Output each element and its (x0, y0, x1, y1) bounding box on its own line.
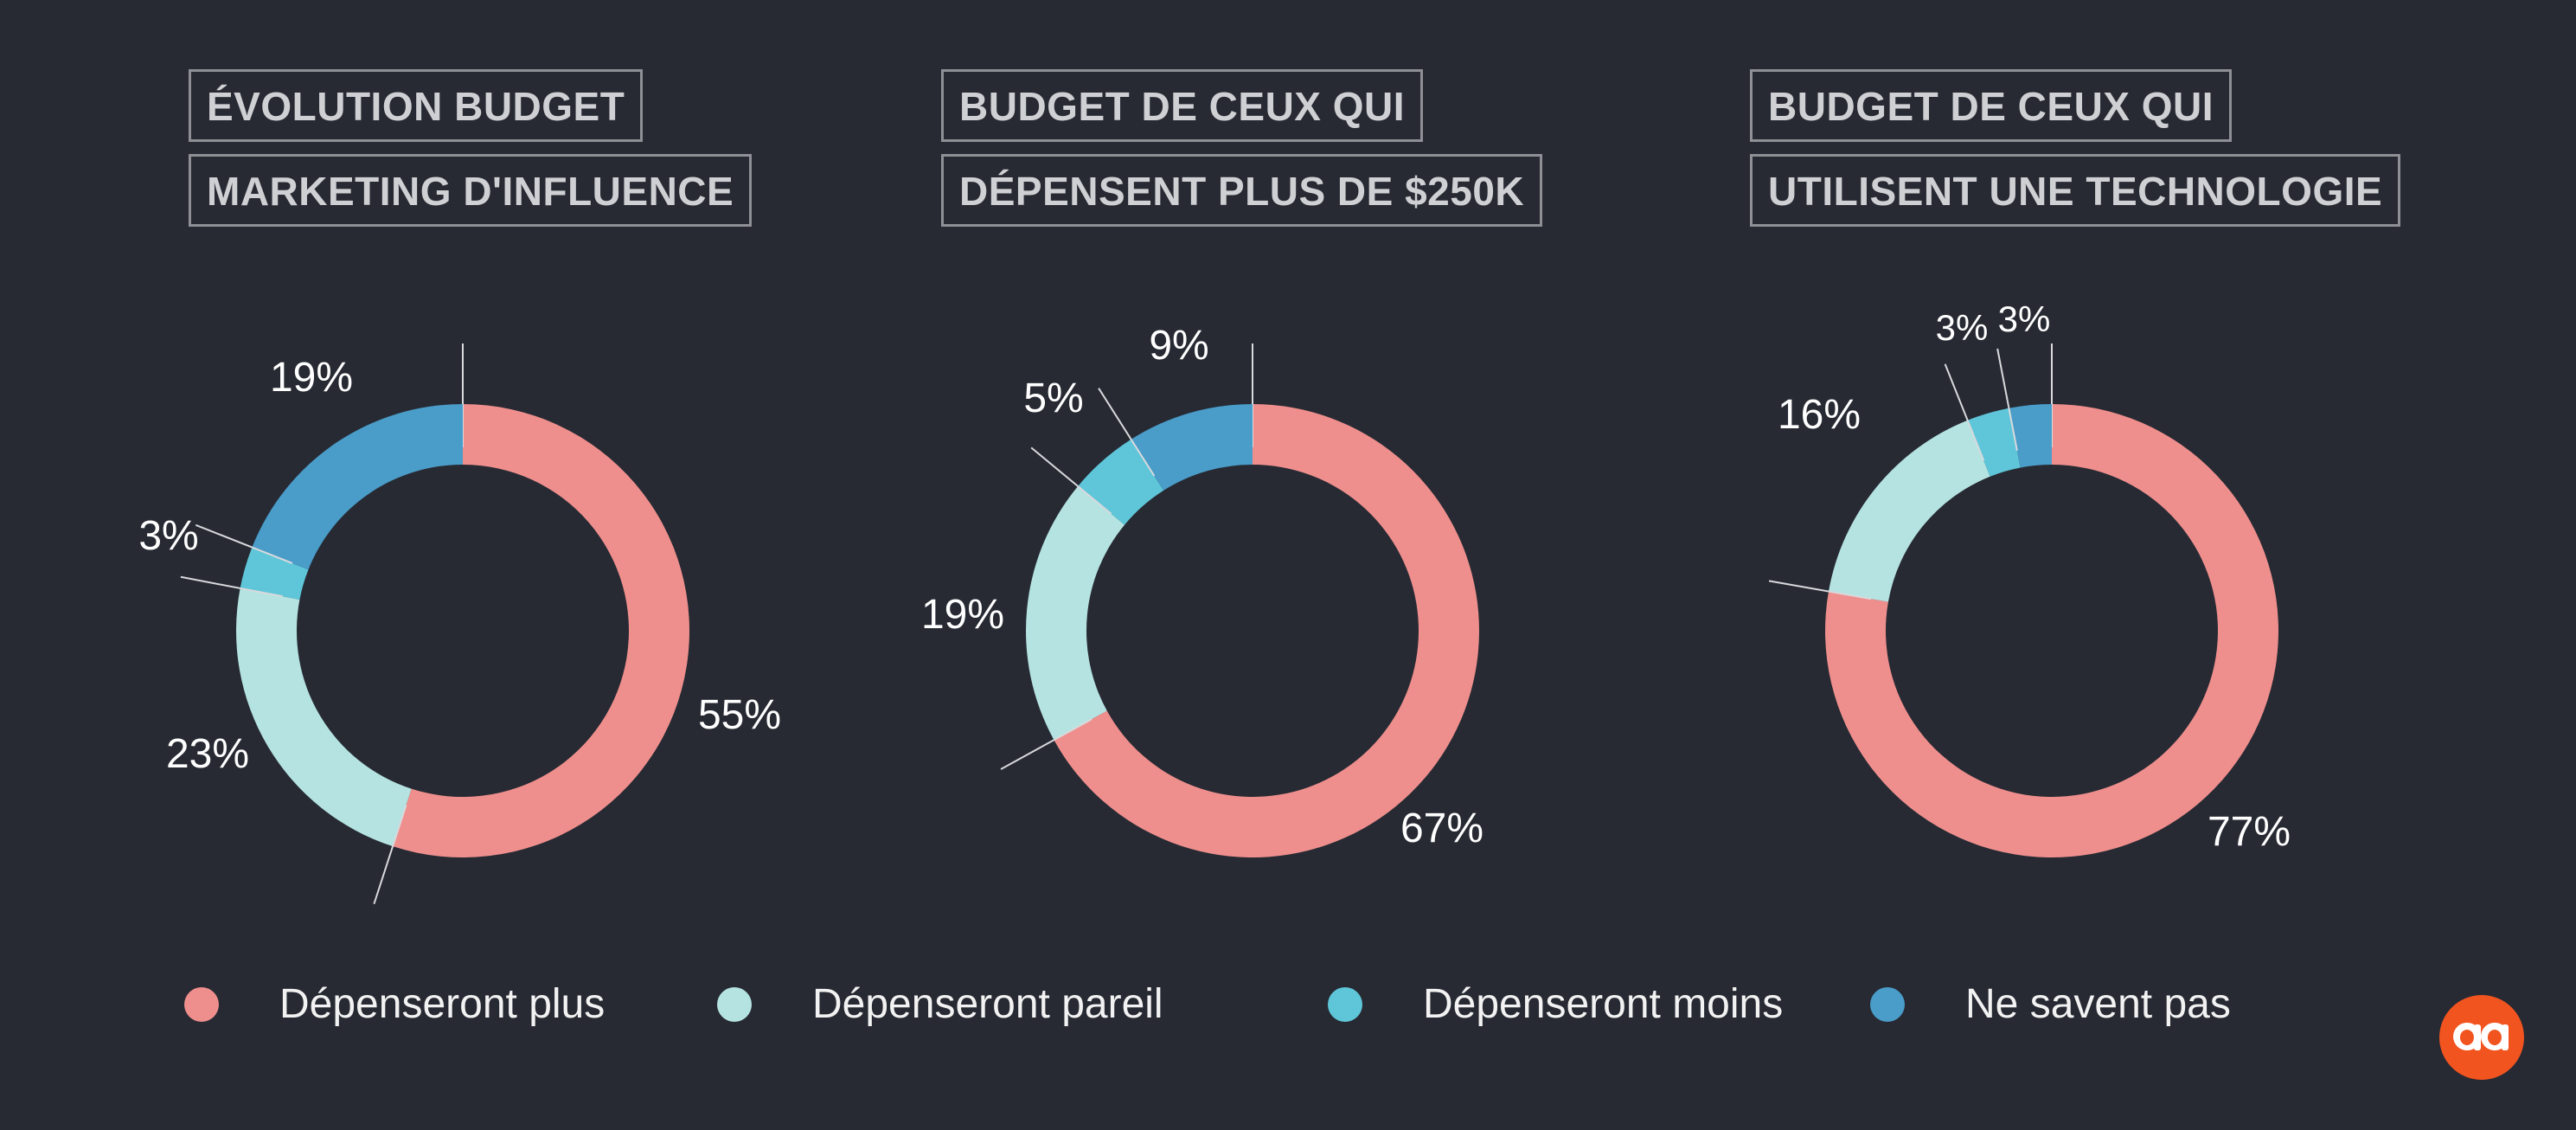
chart-3-leader-pareil (1768, 580, 1872, 600)
chart-1-leader-pareil (373, 805, 407, 905)
chart-1-title-line-1: ÉVOLUTION BUDGET (189, 69, 644, 142)
chart-1-segment-ne-savent-pas (252, 404, 463, 570)
chart-2-label-pareil: 19% (921, 592, 1004, 638)
chart-2-label-ne-savent-pas: 9% (1149, 323, 1208, 369)
legend-item-pareil: Dépenseront pareil (717, 980, 1163, 1028)
legend-dot-ne-savent-pas (1870, 986, 1905, 1022)
chart-3-leader-ne-savent-pas (1996, 348, 2018, 452)
legend-label-plus: Dépenseront plus (279, 981, 606, 1027)
chart-3-title-line-1: BUDGET DE CEUX QUI (1750, 69, 2233, 142)
chart-3-segment-pareil (1828, 420, 1990, 602)
legend-label-pareil: Dépenseront pareil (812, 981, 1163, 1027)
chart-2-label-plus: 67% (1400, 806, 1483, 851)
legend-dot-plus (184, 986, 219, 1022)
legend-label-moins: Dépenseront moins (1423, 981, 1784, 1027)
chart-2-segment-pareil (1026, 485, 1125, 741)
legend-item-ne-savent-pas: Ne savent pas (1870, 980, 2231, 1028)
chart-2-segment-ne-savent-pas (1131, 404, 1253, 491)
chart-3-leader-moins (1944, 363, 1985, 461)
chart-2-label-moins: 5% (1023, 376, 1083, 421)
chart-3-segment-moins (1967, 408, 2021, 477)
chart-1-title-line-2: MARKETING D'INFLUENCE (189, 154, 753, 227)
chart-1-leader-moins (180, 575, 283, 598)
chart-2-leader-ne-savent-pas (1098, 388, 1156, 477)
chart-2-title-line-2: DÉPENSENT PLUS DE $250K (941, 154, 1543, 227)
chart-3-label-pareil: 16% (1778, 392, 1861, 438)
chart-3-label-plus: 77% (2208, 809, 2291, 855)
aa-logo-icon (2439, 995, 2524, 1080)
chart-1-segment-pareil (235, 587, 412, 847)
legend-label-ne-savent-pas: Ne savent pas (1965, 981, 2231, 1027)
legend-dot-moins (1328, 986, 1362, 1022)
chart-3-title-line-2: UTILISENT UNE TECHNOLOGIE (1750, 154, 2401, 227)
chart-1-leader-ne-savent-pas (195, 523, 293, 564)
legend-item-plus: Dépenseront plus (184, 980, 605, 1028)
chart-2-leader-moins (1030, 446, 1112, 515)
chart-3-label-moins: 3% (1936, 307, 1989, 348)
chart-1-label-moins: 3% (138, 513, 198, 559)
chart-1-label-plus: 55% (698, 692, 781, 738)
chart-1-segment-plus (393, 404, 689, 858)
chart-3-segment-ne-savent-pas (2009, 404, 2052, 468)
chart-2-title-line-1: BUDGET DE CEUX QUI (941, 69, 1424, 142)
chart-1-segment-moins (240, 547, 309, 600)
legend-dot-pareil (717, 986, 752, 1022)
chart-1-label-ne-savent-pas: 19% (270, 355, 353, 401)
chart-2-leader-pareil (1000, 718, 1093, 770)
chart-1-label-pareil: 23% (166, 731, 249, 777)
chart-3-label-ne-savent-pas: 3% (1998, 299, 2051, 339)
legend-item-moins: Dépenseront moins (1328, 980, 1783, 1028)
